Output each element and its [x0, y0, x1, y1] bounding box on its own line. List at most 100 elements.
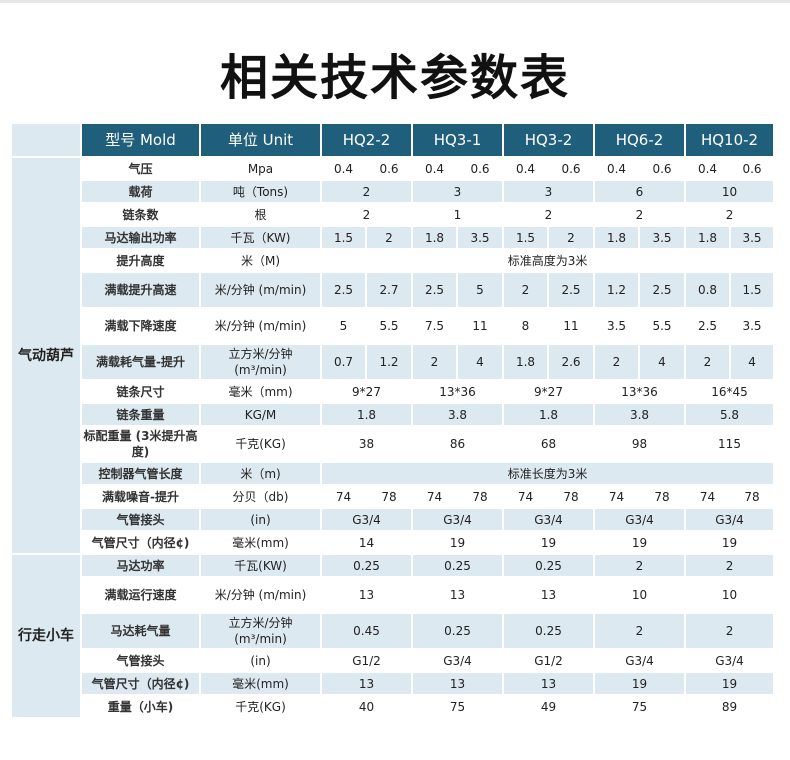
- value-cell: 74: [502, 484, 549, 509]
- table-row: 提升高度 米（M) 标准高度为3米: [11, 248, 776, 273]
- value-cell: 5.8: [683, 402, 776, 427]
- unit-cell: 米/分钟 (m/min): [199, 576, 322, 614]
- value-cell: 2: [502, 202, 595, 227]
- value-cell: 89: [683, 694, 776, 719]
- value-cell: 0.8: [684, 271, 731, 309]
- value-cell: 1.5: [502, 225, 549, 250]
- value-cell: G3/4: [593, 507, 686, 532]
- value-cell: 75: [593, 694, 686, 719]
- value-cell: 1.8: [593, 225, 640, 250]
- value-cell: 标准高度为3米: [319, 248, 776, 273]
- header-model-hq3-2: HQ3-2: [502, 122, 595, 158]
- value-cell: 1.8: [502, 402, 595, 427]
- unit-cell: 毫米(mm): [199, 671, 322, 696]
- value-cell: 0.25: [320, 553, 413, 578]
- value-cell: 2: [593, 343, 640, 381]
- parameter-label: 满载提升高速: [80, 271, 201, 309]
- value-cell: 2: [320, 202, 413, 227]
- value-cell: 5.5: [638, 307, 686, 345]
- value-cell: G1/2: [502, 648, 595, 673]
- value-cell: 2: [411, 343, 458, 381]
- value-cell: 2: [593, 612, 686, 650]
- table-row: 控制器气管长度 米（m) 标准长度为3米: [11, 461, 776, 486]
- parameter-label: 气管接头: [80, 507, 201, 532]
- value-cell: 0.25: [502, 612, 595, 650]
- value-cell: 2: [593, 202, 686, 227]
- value-cell: 4: [728, 343, 776, 381]
- value-cell: 2: [683, 202, 776, 227]
- value-cell: 75: [411, 694, 504, 719]
- value-cell: 3: [411, 179, 504, 204]
- unit-cell: 千瓦（KW): [199, 225, 322, 250]
- value-cell: 2: [320, 179, 413, 204]
- value-cell: 9*27: [502, 379, 595, 404]
- parameter-label: 标配重量 (3米提升高度): [80, 425, 201, 463]
- unit-cell: 米（M): [199, 248, 322, 273]
- table-row: 载荷 吨（Tons) 2 3 3 6 10: [11, 179, 776, 204]
- unit-cell: 根: [199, 202, 322, 227]
- table-row: 链条数根 2 1 2 2 2: [11, 202, 776, 227]
- table-row: 气动葫芦 气压 Mpa 0.4 0.6 0.4 0.6 0.4 0.6 0.4 0.6 0.4 0.6: [10, 156, 776, 555]
- value-cell: 11: [547, 307, 595, 345]
- value-cell: 3.5: [593, 307, 640, 345]
- value-cell: 19: [683, 530, 776, 555]
- value-cell: 5.5: [365, 307, 413, 345]
- value-cell: 2: [683, 612, 776, 650]
- value-cell: G3/4: [502, 507, 595, 532]
- value-cell: 38: [320, 425, 413, 463]
- table-row: 马达耗气量 立方米/分钟 (m³/min) 0.45 0.25 0.25 2 2: [11, 612, 776, 650]
- value-cell: 8: [502, 307, 549, 345]
- parameter-label: 提升高度: [80, 248, 201, 273]
- value-cell: 1.5: [320, 225, 367, 250]
- unit-cell: 米/分钟 (m/min): [199, 271, 322, 309]
- value-cell: 14: [320, 530, 413, 555]
- value-cell: 0.6: [547, 156, 595, 181]
- table-row: 链条重量 KG/M 1.8 3.8 1.8 3.8 5.8: [11, 402, 776, 427]
- value-cell: G3/4: [593, 648, 686, 673]
- value-cell: 1.8: [411, 225, 458, 250]
- header-blank: [10, 122, 82, 158]
- table-row: 满载噪音-提升 分贝（db) 74 78 74 78 74 78 74 78 74 78: [11, 484, 776, 509]
- value-cell: 6: [593, 179, 686, 204]
- value-cell: 10: [593, 576, 686, 614]
- value-cell: 0.4: [320, 156, 367, 181]
- value-cell: 1.8: [684, 225, 731, 250]
- parameter-label: 马达输出功率: [80, 225, 201, 250]
- value-cell: 10: [683, 576, 776, 614]
- value-cell: 2.5: [684, 307, 731, 345]
- value-cell: G3/4: [411, 507, 504, 532]
- header-model-hq3-1: HQ3-1: [411, 122, 504, 158]
- value-cell: 13: [320, 671, 413, 696]
- value-cell: 40: [320, 694, 413, 719]
- header-model-hq10-2: HQ10-2: [683, 122, 776, 158]
- value-cell: 9*27: [320, 379, 413, 404]
- value-cell: 5: [456, 271, 504, 309]
- value-cell: 115: [683, 425, 776, 463]
- value-cell: 1.2: [593, 271, 640, 309]
- value-cell: 1.8: [320, 402, 413, 427]
- category-cell: 行走小车: [10, 553, 82, 719]
- value-cell: 19: [502, 530, 595, 555]
- value-cell: 2.7: [365, 271, 413, 309]
- value-cell: 0.6: [456, 156, 504, 181]
- value-cell: 0.4: [502, 156, 549, 181]
- value-cell: G3/4: [683, 648, 776, 673]
- value-cell: 74: [684, 484, 731, 509]
- value-cell: 13: [502, 671, 595, 696]
- value-cell: 98: [593, 425, 686, 463]
- value-cell: 78: [728, 484, 776, 509]
- unit-cell: KG/M: [199, 402, 322, 427]
- value-cell: 13: [411, 671, 504, 696]
- value-cell: 0.6: [638, 156, 686, 181]
- value-cell: 4: [638, 343, 686, 381]
- value-cell: 78: [456, 484, 504, 509]
- table-row: 满载耗气量-提升 立方米/分钟 (m³/min) 0.7 1.2 2 4 1.8 2.6 2 4 2…: [11, 343, 776, 381]
- value-cell: 1.8: [502, 343, 549, 381]
- value-cell: 19: [593, 671, 686, 696]
- table-row: 满载提升高速 米/分钟 (m/min) 2.5 2.7 2.5 5 2 2.5 1.2 2.5 0.…: [11, 271, 776, 309]
- value-cell: 19: [683, 671, 776, 696]
- value-cell: G3/4: [320, 507, 413, 532]
- unit-cell: 千克(KG): [199, 694, 322, 719]
- parameter-label: 气管尺寸（内径¢): [80, 671, 201, 696]
- value-cell: 3: [502, 179, 595, 204]
